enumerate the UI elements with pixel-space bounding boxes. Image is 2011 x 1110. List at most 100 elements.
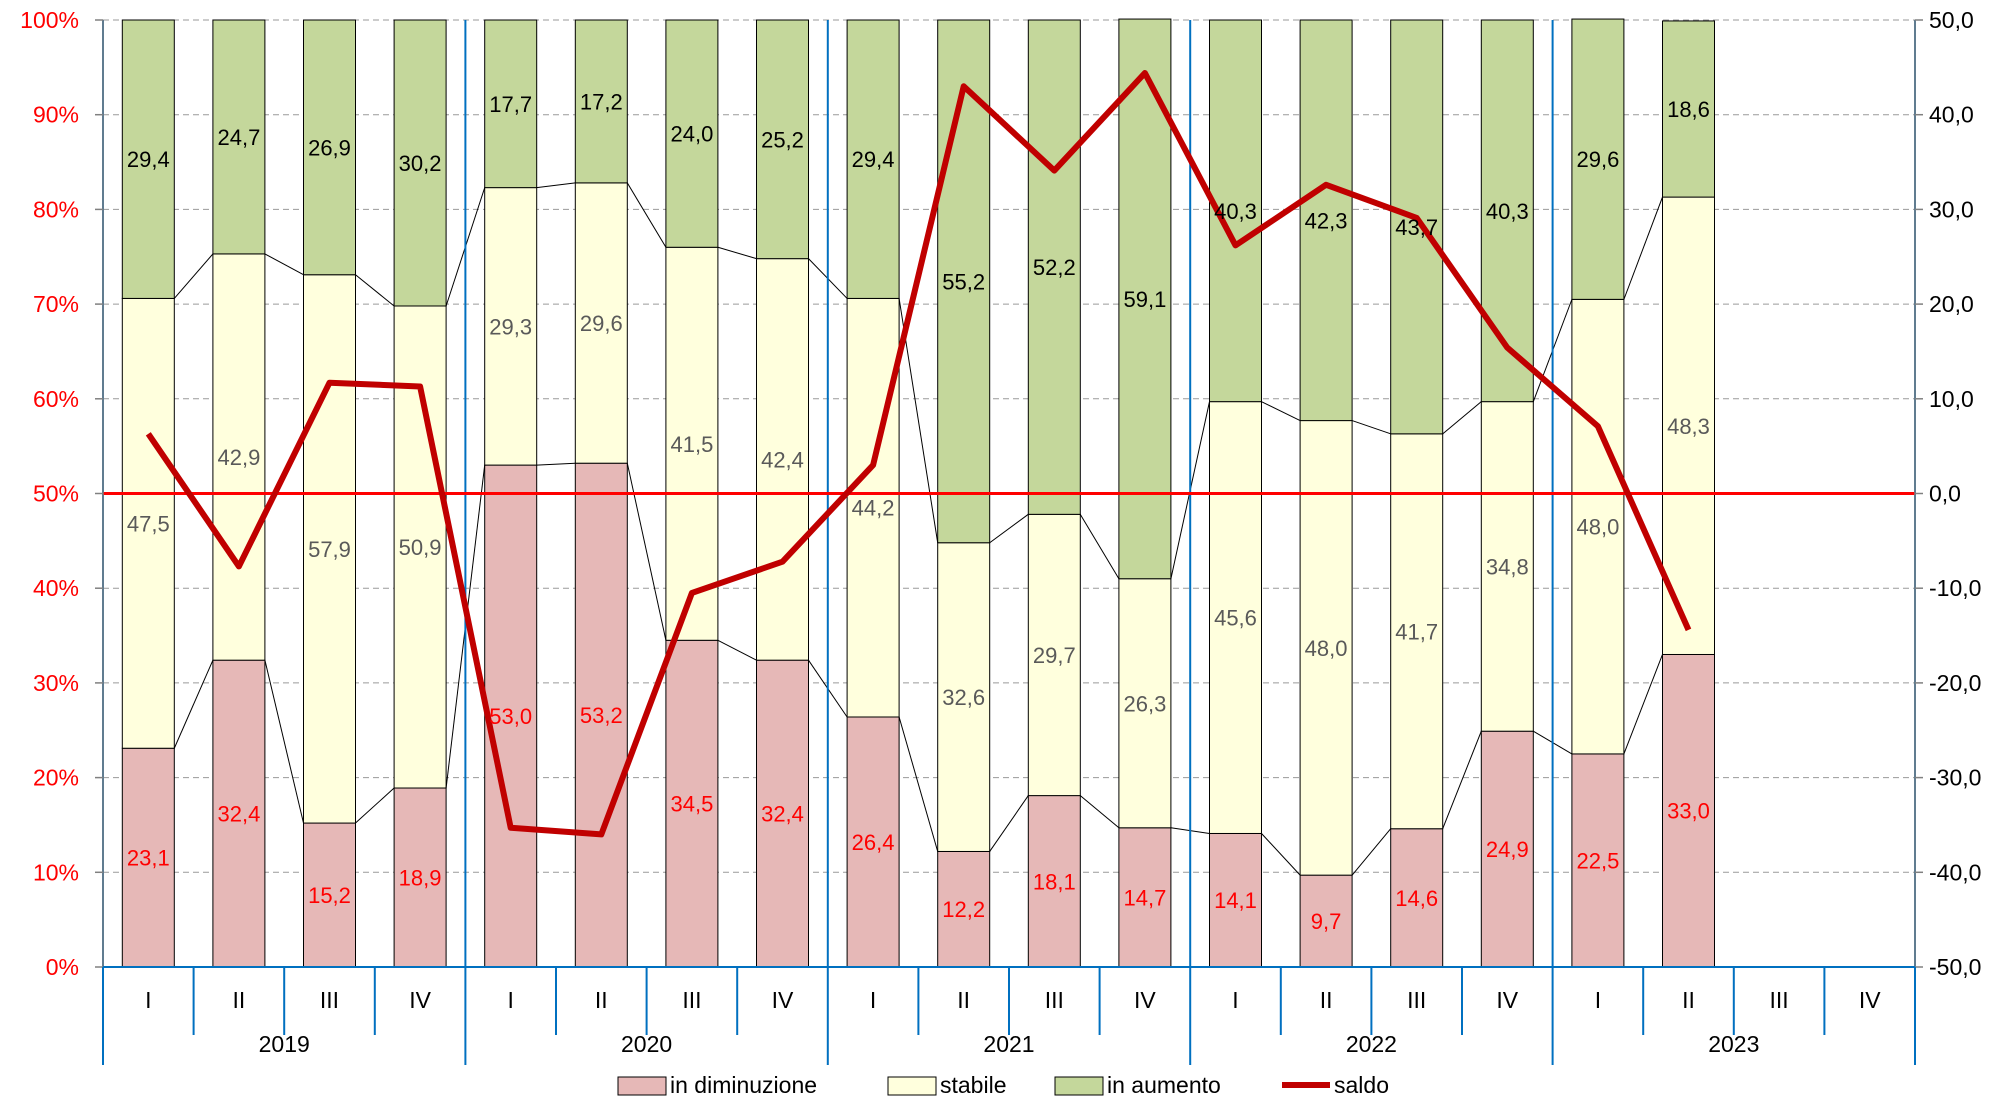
bar-in-diminuzione xyxy=(212,659,266,968)
bar-in-diminuzione xyxy=(303,822,356,968)
data-label: 12,2 xyxy=(942,897,985,922)
connector-line xyxy=(173,253,214,299)
grid-lines xyxy=(103,19,1915,873)
data-label: 14,1 xyxy=(1214,888,1257,913)
data-label: 41,5 xyxy=(670,432,713,457)
y-right-tick-label: 0,0 xyxy=(1929,481,1961,507)
data-label: 29,6 xyxy=(580,311,623,336)
bar-stabile xyxy=(574,182,628,464)
x-tick-label: II xyxy=(233,987,246,1013)
data-label: 26,9 xyxy=(308,135,351,160)
data-label: 29,4 xyxy=(127,147,170,172)
connector-line xyxy=(1261,833,1301,876)
data-label: 29,6 xyxy=(1576,147,1619,172)
data-label: 53,2 xyxy=(580,703,623,728)
bar-stabile xyxy=(1571,298,1625,755)
data-label: 18,9 xyxy=(399,866,442,891)
x-tick-label: IV xyxy=(409,987,431,1013)
bar-in-aumento xyxy=(1571,18,1625,300)
bar-stabile xyxy=(212,253,266,661)
data-label: 14,6 xyxy=(1395,886,1438,911)
y-right-tick-label: 10,0 xyxy=(1929,386,1974,412)
legend-label: stabile xyxy=(940,1072,1006,1098)
connector-line xyxy=(1079,514,1120,579)
bar-in-diminuzione xyxy=(937,850,991,968)
bar-in-aumento xyxy=(574,19,628,184)
bar-in-diminuzione xyxy=(1662,653,1715,968)
data-label: 34,5 xyxy=(670,792,713,817)
bar-stabile xyxy=(121,297,175,749)
data-label: 47,5 xyxy=(127,511,170,536)
legend-item: saldo xyxy=(1282,1072,1389,1098)
bar-stabile xyxy=(1027,513,1081,797)
x-tick-label: I xyxy=(145,987,151,1013)
bar-stabile xyxy=(1390,433,1444,830)
x-tick-label: IV xyxy=(1859,987,1881,1013)
data-label: 23,1 xyxy=(127,846,170,871)
y-right-tick-label: 40,0 xyxy=(1929,102,1974,128)
legend: in diminuzione stabile in aumento saldo xyxy=(617,1072,1389,1098)
bar-in-diminuzione xyxy=(1299,874,1353,968)
data-label: 29,3 xyxy=(489,314,532,339)
bar-in-aumento xyxy=(665,19,719,248)
year-label: 2021 xyxy=(983,1031,1034,1057)
legend-item: in diminuzione xyxy=(617,1072,817,1098)
y-left-tick-label: 100% xyxy=(20,7,79,33)
y-left-tick-label: 0% xyxy=(46,954,79,980)
data-label: 17,2 xyxy=(580,89,623,114)
bar-in-aumento xyxy=(846,19,900,299)
axes-layer: 0% 10% 20% 30% 40% 50% 60% 70% 80% 90% 100% -50,0 -4… xyxy=(20,7,1981,1065)
y-right-tick-label: -20,0 xyxy=(1929,670,1981,696)
bar-in-diminuzione xyxy=(1209,832,1262,968)
data-label: 26,4 xyxy=(852,830,895,855)
data-label: 59,1 xyxy=(1123,287,1166,312)
legend-item: in aumento xyxy=(1054,1072,1221,1098)
bar-in-diminuzione xyxy=(393,787,447,968)
data-label: 53,0 xyxy=(489,704,532,729)
data-label: 32,4 xyxy=(761,802,804,827)
data-label: 25,2 xyxy=(761,127,804,152)
legend-item: stabile xyxy=(887,1072,1006,1098)
bar-stabile xyxy=(846,297,900,718)
y-left-tick-label: 20% xyxy=(33,765,79,791)
connector-line xyxy=(626,182,667,248)
year-label: 2020 xyxy=(621,1031,672,1057)
data-label: 24,0 xyxy=(670,122,713,147)
x-tick-label: III xyxy=(320,987,339,1013)
x-tick-label: I xyxy=(1595,987,1601,1013)
x-tick-label: I xyxy=(870,987,876,1013)
bar-stabile xyxy=(1299,420,1353,876)
legend-label: in diminuzione xyxy=(670,1072,817,1098)
bar-in-diminuzione xyxy=(846,716,900,968)
year-label: 2023 xyxy=(1708,1031,1759,1057)
connector-line xyxy=(355,787,395,824)
data-label: 32,4 xyxy=(217,802,260,827)
bar-stabile xyxy=(665,246,719,641)
x-tick-label: I xyxy=(508,987,514,1013)
data-label: 24,7 xyxy=(217,125,260,150)
connector-line xyxy=(717,639,757,661)
y-left-tick-label: 50% xyxy=(33,481,79,507)
connector-line xyxy=(1442,731,1482,829)
data-label: 33,0 xyxy=(1667,799,1710,824)
connector-line xyxy=(717,246,757,260)
y-right-tick-label: 20,0 xyxy=(1929,291,1974,317)
data-label: 40,3 xyxy=(1486,199,1529,224)
connector-line xyxy=(1261,401,1301,422)
data-label: 44,2 xyxy=(852,496,895,521)
connector-line xyxy=(536,182,576,189)
connector-line xyxy=(989,513,1029,544)
bar-in-diminuzione xyxy=(1027,795,1081,968)
connector-line xyxy=(355,274,395,307)
connector-line xyxy=(898,716,939,852)
data-label: 34,8 xyxy=(1486,554,1529,579)
data-label: 50,9 xyxy=(399,535,442,560)
data-label: 30,2 xyxy=(399,151,442,176)
x-tick-label: II xyxy=(957,987,970,1013)
bar-in-aumento xyxy=(937,19,991,544)
connector-line xyxy=(264,253,304,276)
bar-in-aumento xyxy=(1480,19,1534,403)
bar-in-diminuzione xyxy=(756,659,809,968)
